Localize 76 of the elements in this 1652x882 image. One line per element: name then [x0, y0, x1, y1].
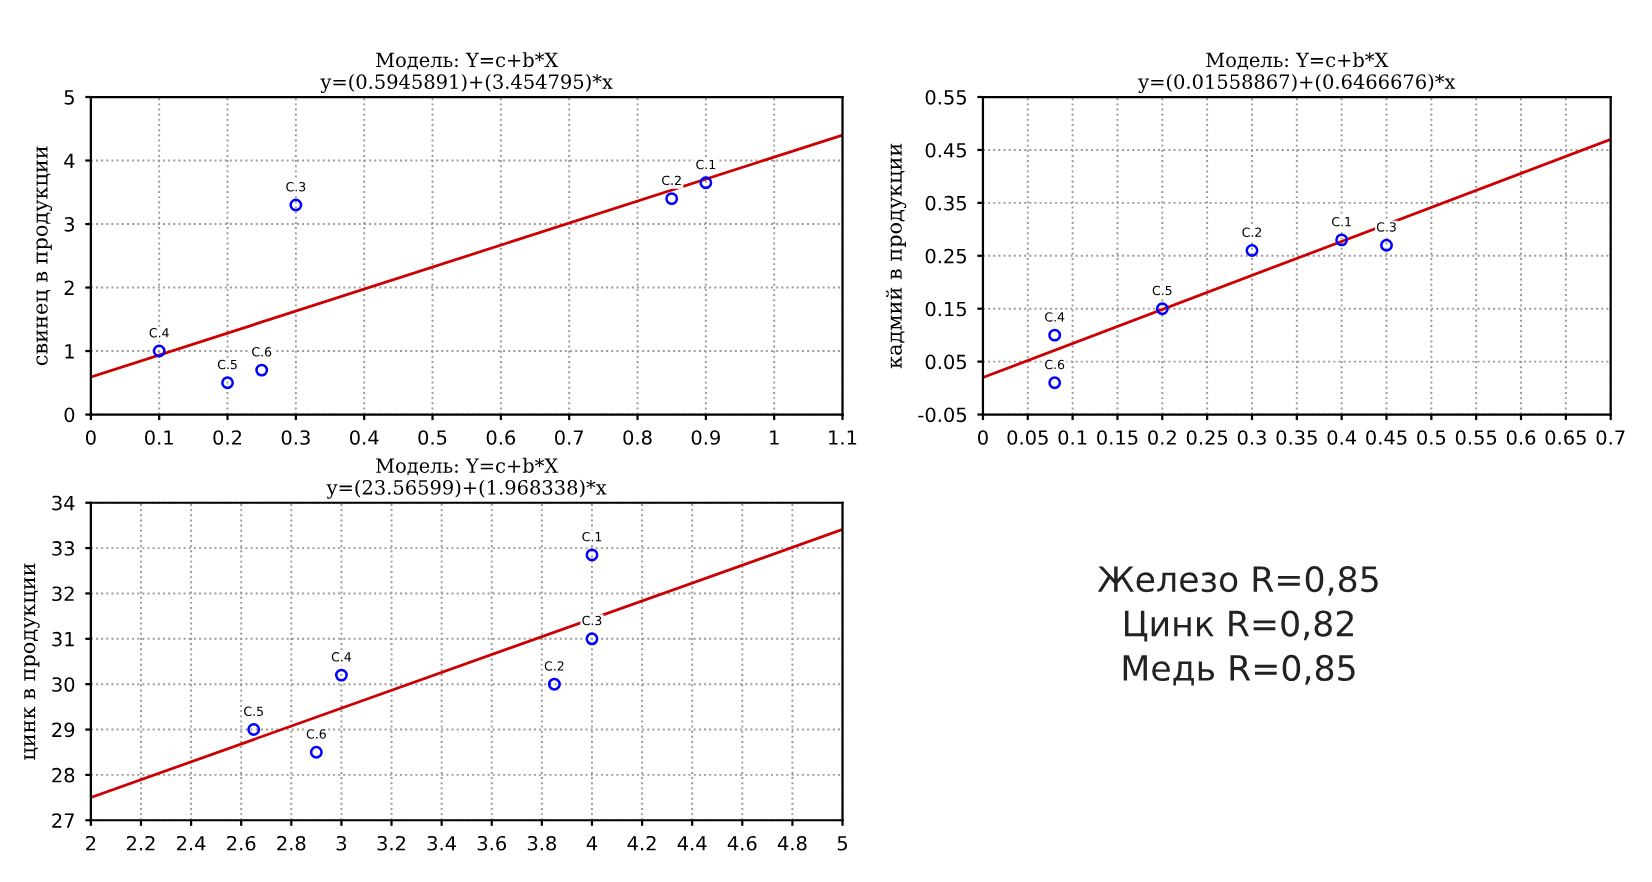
- x-tick-label: 0.5: [418, 430, 447, 445]
- chart-subtitle: y=(0.5945891)+(3.454795)*x: [320, 73, 613, 94]
- y-axis-title: кадмий в продукции: [885, 143, 907, 369]
- x-tick-label: 1.1: [829, 430, 857, 445]
- x-tick-label: 0.35: [1276, 430, 1317, 445]
- y-tick-label: 5: [64, 90, 74, 105]
- y-tick-label: 3: [64, 216, 75, 232]
- x-tick-label: 0.8: [623, 430, 652, 445]
- y-tick-label: 0.05: [925, 354, 966, 370]
- x-tick-label: 0.3: [1237, 430, 1266, 445]
- y-tick-label: 0.35: [925, 195, 966, 211]
- x-tick-label: 0.4: [1327, 430, 1357, 445]
- x-tick-label: 0.7: [555, 430, 583, 445]
- y-tick-label: 4: [64, 153, 75, 168]
- text: Железо R=0,85: [1097, 565, 1378, 596]
- y-tick-label: 0.15: [925, 301, 966, 317]
- chart-subtitle: y=(23.56599)+(1.968338)*x: [326, 479, 607, 499]
- x-tick-label: 0.4: [350, 430, 379, 445]
- x-tick-label: 2: [86, 835, 96, 851]
- y-tick-label: 2: [64, 280, 74, 295]
- x-tick-label: 0.2: [1148, 430, 1176, 445]
- x-tick-label: 1: [770, 430, 779, 445]
- x-tick-label: 3: [336, 835, 347, 851]
- x-tick-label: 3.2: [377, 835, 406, 851]
- x-tick-label: 4.6: [727, 835, 757, 851]
- x-tick-label: 2.4: [177, 835, 206, 851]
- y-tick-label: 28: [52, 767, 75, 783]
- x-tick-label: 3.4: [427, 835, 457, 851]
- x-tick-label: 0.6: [486, 430, 516, 445]
- y-tick-label: 27: [52, 813, 74, 828]
- x-tick-label: 0.3: [281, 430, 310, 445]
- x-tick-label: 0.5: [1417, 430, 1446, 445]
- x-tick-label: 3.6: [477, 835, 506, 851]
- y-tick-label: 1: [65, 344, 74, 359]
- chart-subtitle: y=(0.01558867)+(0.6466676)*x: [1138, 73, 1456, 94]
- y-tick-label: 34: [52, 495, 75, 511]
- x-tick-label: 3.8: [527, 835, 556, 851]
- x-tick-label: 4: [586, 836, 598, 851]
- x-tick-label: 0.9: [691, 430, 720, 445]
- x-tick-label: 0.25: [1186, 430, 1228, 445]
- x-tick-label: 0.65: [1545, 430, 1586, 445]
- x-tick-label: 4.8: [777, 835, 807, 851]
- x-tick-label: 0: [85, 430, 96, 445]
- y-tick-label: 30: [52, 677, 75, 692]
- y-tick-label: -0.05: [918, 407, 966, 423]
- x-tick-label: 0: [978, 430, 988, 445]
- y-tick-label: 33: [52, 541, 75, 556]
- chart-title: Модель: Y=c+b*X: [376, 457, 559, 476]
- x-tick-label: 0.2: [213, 430, 242, 445]
- x-tick-label: 0.05: [1007, 430, 1048, 445]
- x-tick-label: 4.2: [627, 835, 656, 851]
- x-tick-label: 2.2: [126, 835, 155, 851]
- x-tick-label: 0.1: [145, 430, 173, 445]
- x-tick-label: 0.1: [1058, 430, 1087, 445]
- y-axis-title: цинк в продукции: [23, 563, 40, 760]
- y-axis-title: свинец в продукции: [36, 146, 53, 366]
- y-tick-label: 0.45: [925, 142, 966, 158]
- chart-title: Модель: Y=c+b*X: [376, 52, 559, 70]
- y-tick-label: 0: [64, 407, 75, 423]
- x-tick-label: 0.55: [1455, 430, 1497, 445]
- text: Медь R=0,85: [1123, 654, 1355, 686]
- y-tick-label: 31: [52, 631, 74, 647]
- x-tick-label: 0.45: [1366, 430, 1407, 445]
- y-tick-label: 29: [52, 722, 75, 738]
- x-tick-label: 2.6: [227, 835, 256, 851]
- x-tick-label: 0.6: [1506, 430, 1536, 445]
- y-tick-label: 32: [52, 586, 74, 602]
- x-tick-label: 4.4: [677, 836, 707, 851]
- chart-title: Модель: Y=c+b*X: [1206, 52, 1389, 70]
- x-tick-label: 0.7: [1596, 430, 1625, 445]
- x-tick-label: 0.15: [1097, 430, 1138, 445]
- x-tick-label: 2.8: [277, 835, 306, 851]
- y-tick-label: 0.25: [925, 248, 966, 264]
- text: Цинк R=0,82: [1125, 610, 1353, 642]
- x-tick-label: 5: [837, 836, 848, 851]
- y-tick-label: 0.55: [925, 89, 966, 105]
